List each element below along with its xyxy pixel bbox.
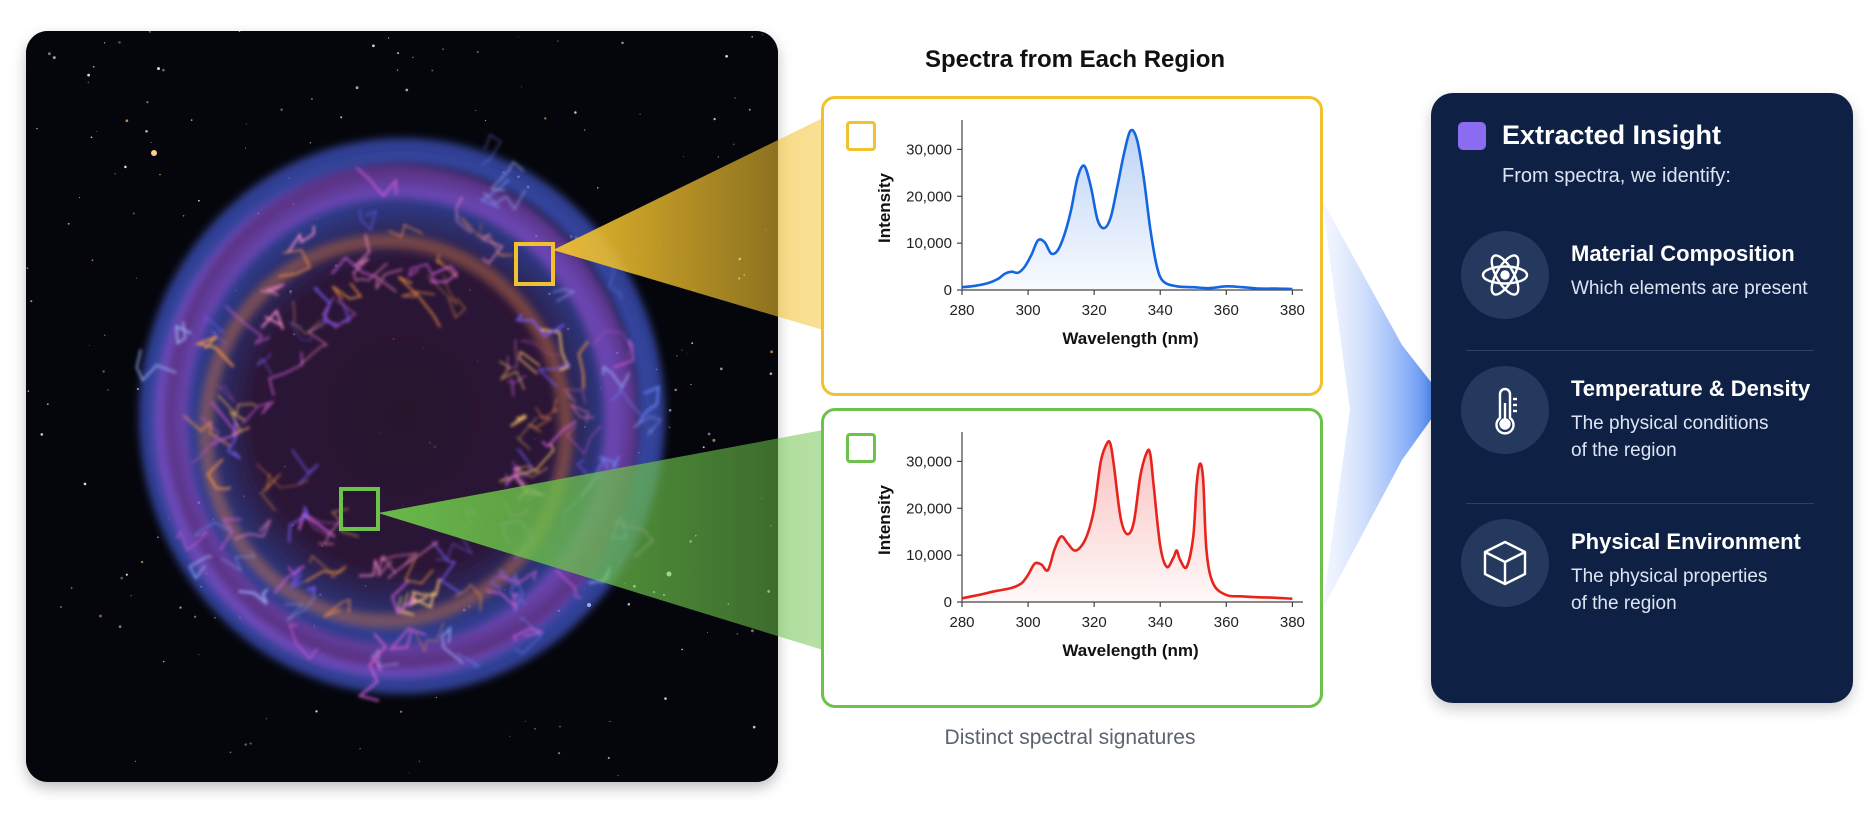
y-tick-label: 10,000 — [906, 235, 952, 252]
x-tick-label: 360 — [1214, 614, 1239, 631]
y-tick-label: 0 — [944, 282, 952, 299]
x-tick-label: 320 — [1082, 302, 1107, 319]
item-description: Which elements are present — [1571, 275, 1841, 302]
item-title: Temperature & Density — [1571, 376, 1811, 401]
item-desc-line: Which elements are present — [1571, 278, 1808, 299]
y-tick-label: 20,000 — [906, 500, 952, 517]
insight-arrow — [1322, 200, 1445, 610]
x-tick-label: 320 — [1082, 614, 1107, 631]
item-desc-line: The physical properties — [1571, 566, 1768, 587]
y-tick-label: 10,000 — [906, 547, 952, 564]
item-description: The physical properties of the region — [1571, 563, 1841, 617]
x-tick-label: 380 — [1280, 614, 1305, 631]
insight-panel: Extracted Insight From spectra, we ident… — [1431, 93, 1853, 703]
x-axis-label: Wavelength (nm) — [1062, 329, 1198, 348]
spectrum-line — [961, 128, 1293, 291]
thermometer-icon — [1461, 366, 1549, 454]
yellow-region-marker — [846, 121, 876, 151]
spectrum-area — [962, 441, 1293, 602]
x-tick-label: 280 — [949, 302, 974, 319]
nebula-image — [26, 31, 778, 782]
item-desc-line: The physical conditions — [1571, 413, 1769, 434]
item-desc-line: of the region — [1571, 593, 1677, 614]
y-tick-label: 0 — [944, 594, 952, 611]
y-axis-label: Intensity — [875, 173, 894, 243]
green-region-marker — [846, 433, 876, 463]
insight-subtitle: From spectra, we identify: — [1502, 165, 1731, 187]
insight-item-temperature: Temperature & Density The physical condi… — [1461, 366, 1841, 476]
x-tick-label: 340 — [1148, 302, 1173, 319]
caption: Distinct spectral signatures — [944, 726, 1196, 749]
item-title: Material Composition — [1571, 241, 1795, 266]
divider — [1466, 350, 1814, 351]
cube-icon — [1461, 519, 1549, 607]
y-tick-label: 30,000 — [906, 141, 952, 158]
spectrum-chart-yellow: 0 10,000 20,000 30,000 280 300 320 340 360 380 Wav… — [875, 120, 1305, 348]
x-axis-label: Wavelength (nm) — [1062, 641, 1198, 660]
atom-icon — [1461, 231, 1549, 319]
spectrum-card-green: 0 10,000 20,000 30,000 280 300 320 340 360 380 Wav… — [821, 408, 1323, 708]
spectrum-area — [962, 129, 1293, 290]
insight-item-material: Material Composition Which elements are … — [1461, 231, 1841, 341]
insight-item-environment: Physical Environment The physical proper… — [1461, 519, 1841, 629]
y-tick-label: 30,000 — [906, 453, 952, 470]
spectrum-line — [961, 439, 1293, 600]
insight-title: Extracted Insight — [1502, 120, 1722, 150]
x-tick-label: 300 — [1016, 614, 1041, 631]
x-tick-label: 380 — [1280, 302, 1305, 319]
x-tick-label: 360 — [1214, 302, 1239, 319]
accent-square — [1458, 122, 1486, 150]
item-description: The physical conditions of the region — [1571, 410, 1841, 464]
x-tick-label: 340 — [1148, 614, 1173, 631]
y-tick-label: 20,000 — [906, 188, 952, 205]
item-desc-line: of the region — [1571, 440, 1677, 461]
y-axis-label: Intensity — [875, 485, 894, 555]
spectrum-card-yellow: 0 10,000 20,000 30,000 280 300 320 340 360 380 Wav… — [821, 96, 1323, 396]
item-title: Physical Environment — [1571, 529, 1801, 554]
x-tick-label: 300 — [1016, 302, 1041, 319]
x-tick-label: 280 — [949, 614, 974, 631]
divider — [1466, 503, 1814, 504]
spectrum-chart-green: 0 10,000 20,000 30,000 280 300 320 340 360 380 Wav… — [875, 432, 1305, 660]
spectra-title: Spectra from Each Region — [924, 46, 1226, 73]
